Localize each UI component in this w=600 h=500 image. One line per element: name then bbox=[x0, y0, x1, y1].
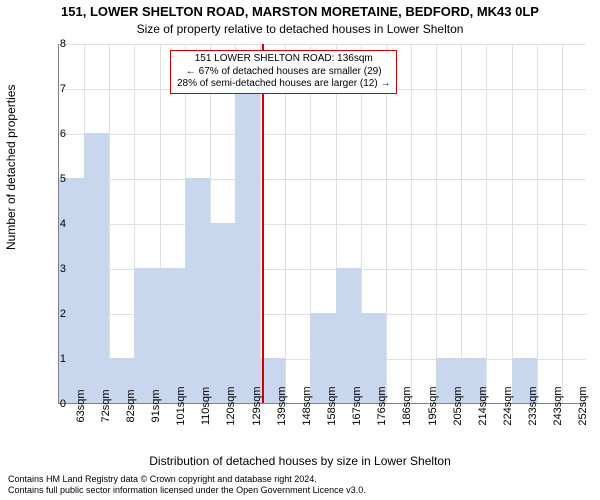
grid-line-h bbox=[59, 44, 586, 45]
annotation-line2: ← 67% of detached houses are smaller (29… bbox=[177, 66, 390, 79]
y-tick-label: 4 bbox=[46, 218, 66, 230]
x-tick-label: 252sqm bbox=[577, 386, 589, 425]
x-tick-label: 110sqm bbox=[200, 387, 212, 425]
y-axis-label: Number of detached properties bbox=[4, 85, 18, 250]
histogram-bar bbox=[235, 88, 260, 403]
histogram-bar bbox=[336, 268, 361, 403]
grid-line-v bbox=[486, 44, 487, 403]
grid-line-v bbox=[285, 44, 286, 403]
grid-line-v bbox=[411, 44, 412, 403]
histogram-bar bbox=[160, 268, 185, 403]
x-tick-label: 120sqm bbox=[225, 386, 237, 425]
y-tick-label: 5 bbox=[46, 173, 66, 185]
grid-line-v bbox=[512, 44, 513, 403]
x-tick-label: 139sqm bbox=[276, 386, 288, 425]
y-tick-label: 1 bbox=[46, 353, 66, 365]
grid-line-v bbox=[260, 44, 261, 403]
y-tick-label: 7 bbox=[46, 83, 66, 95]
histogram-bar bbox=[59, 178, 84, 403]
x-tick-label: 186sqm bbox=[401, 386, 413, 425]
x-tick-label: 214sqm bbox=[477, 386, 489, 425]
x-tick-label: 91sqm bbox=[150, 389, 162, 422]
annotation-box: 151 LOWER SHELTON ROAD: 136sqm ← 67% of … bbox=[170, 50, 397, 94]
chart-title-line2: Size of property relative to detached ho… bbox=[0, 22, 600, 36]
histogram-bar bbox=[84, 133, 109, 403]
histogram-bar bbox=[185, 178, 210, 403]
attribution-text: Contains HM Land Registry data © Crown c… bbox=[8, 474, 600, 496]
x-tick-label: 72sqm bbox=[100, 389, 112, 422]
grid-line-h bbox=[59, 179, 586, 180]
grid-line-h bbox=[59, 134, 586, 135]
histogram-bar bbox=[134, 268, 159, 403]
y-tick-label: 2 bbox=[46, 308, 66, 320]
x-axis-label: Distribution of detached houses by size … bbox=[0, 454, 600, 468]
grid-line-h bbox=[59, 224, 586, 225]
x-tick-label: 243sqm bbox=[552, 386, 564, 425]
grid-line-v bbox=[386, 44, 387, 403]
x-tick-label: 176sqm bbox=[376, 386, 388, 425]
grid-line-v bbox=[537, 44, 538, 403]
x-tick-label: 195sqm bbox=[427, 386, 439, 425]
x-tick-label: 82sqm bbox=[125, 389, 137, 422]
x-tick-label: 233sqm bbox=[527, 386, 539, 425]
grid-line-v bbox=[461, 44, 462, 403]
y-tick-label: 6 bbox=[46, 128, 66, 140]
annotation-line3: 28% of semi-detached houses are larger (… bbox=[177, 78, 390, 91]
y-tick-label: 0 bbox=[46, 398, 66, 410]
x-tick-label: 158sqm bbox=[326, 386, 338, 425]
x-tick-label: 129sqm bbox=[251, 386, 263, 425]
y-tick-label: 3 bbox=[46, 263, 66, 275]
chart-title-line1: 151, LOWER SHELTON ROAD, MARSTON MORETAI… bbox=[0, 4, 600, 19]
property-marker-line bbox=[262, 44, 264, 403]
plot-area bbox=[58, 44, 586, 404]
grid-line-v bbox=[436, 44, 437, 403]
annotation-line1: 151 LOWER SHELTON ROAD: 136sqm bbox=[177, 53, 390, 66]
x-tick-label: 205sqm bbox=[452, 386, 464, 425]
x-tick-label: 167sqm bbox=[351, 386, 363, 425]
x-tick-label: 101sqm bbox=[175, 386, 187, 425]
grid-line-v bbox=[562, 44, 563, 403]
grid-line-v bbox=[109, 44, 110, 403]
histogram-bar bbox=[210, 223, 235, 403]
x-tick-label: 224sqm bbox=[502, 386, 514, 425]
y-tick-label: 8 bbox=[46, 38, 66, 50]
x-tick-label: 63sqm bbox=[75, 389, 87, 422]
x-tick-label: 148sqm bbox=[301, 386, 313, 425]
